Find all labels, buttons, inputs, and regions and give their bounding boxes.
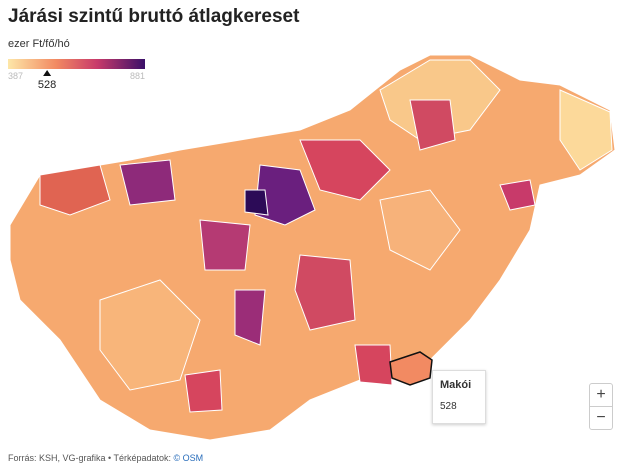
country (9, 54, 616, 441)
tooltip-name: Makói (440, 379, 472, 391)
osm-link[interactable]: © OSM (173, 453, 204, 463)
zoom-out[interactable]: − (590, 406, 612, 429)
title: Járási szintű bruttó átlagkereset (8, 6, 300, 27)
legend-min: 387 (8, 71, 23, 81)
zoom-in[interactable]: + (596, 386, 606, 403)
legend-unit: ezer Ft/fő/hó (8, 38, 70, 50)
legend-scale (8, 59, 145, 69)
zoom-control: + − (589, 383, 613, 430)
legend-marker (43, 70, 52, 76)
tooltip-value: 528 (440, 401, 457, 412)
legend-max: 881 (130, 71, 145, 81)
footer: Forrás: KSH, VG-grafika • Térképadatok: … (8, 453, 203, 463)
legend-marker-label: 528 (38, 79, 56, 91)
makoi-district[interactable] (389, 351, 433, 386)
source: Forrás: KSH, VG-grafika • Térképadatok: (8, 453, 174, 463)
tooltip: Makói 528 (432, 370, 486, 424)
